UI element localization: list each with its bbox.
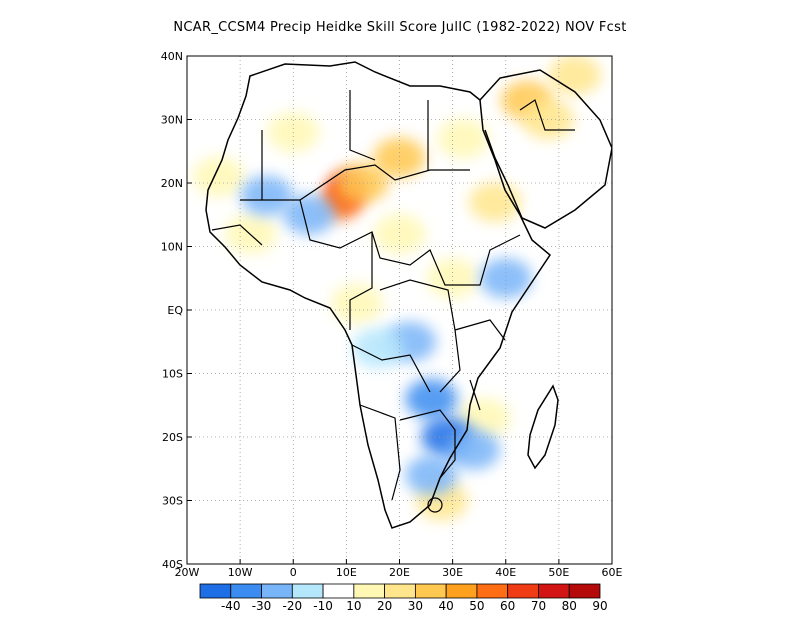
colorbar-swatch — [261, 583, 293, 599]
colorbar-label: 80 — [562, 599, 577, 613]
skill-region — [373, 213, 426, 254]
colorbar-label: -30 — [252, 599, 272, 613]
colorbar-swatch — [322, 583, 355, 599]
skill-region — [479, 258, 532, 299]
colorbar-swatch — [353, 583, 386, 599]
colorbar-swatch — [199, 583, 232, 599]
skill-region — [224, 213, 277, 254]
africa-coastline — [205, 61, 551, 529]
colorbar-swatch — [476, 583, 509, 599]
skill-region — [405, 455, 458, 496]
country-borders — [211, 90, 575, 513]
colorbar-swatch — [384, 583, 416, 599]
skill-region — [548, 56, 601, 96]
skill-region — [283, 194, 336, 235]
skill-region — [336, 163, 389, 203]
skill-region — [240, 175, 293, 216]
colorbar-label: -10 — [313, 599, 333, 613]
coastlines-and-borders — [205, 61, 612, 529]
lon-tick-label: 10W — [228, 566, 253, 579]
arabia-coastline — [479, 69, 612, 229]
colorbar-swatch — [230, 583, 262, 599]
colorbar-swatch — [568, 583, 601, 599]
colorbar-label: 30 — [408, 599, 423, 613]
colorbar: -40 -30 -20 -10 10 20 30 40 50 60 70 80 90 — [199, 583, 608, 613]
skill-region — [458, 397, 511, 438]
skill-region — [522, 99, 575, 140]
skill-region — [352, 328, 405, 369]
lon-tick-label: 0 — [290, 566, 297, 579]
lat-tick-label: 40N — [161, 50, 183, 63]
lat-tick-label: 20S — [162, 431, 183, 444]
lon-tick-label: 60E — [602, 566, 623, 579]
lat-tick-label: 20N — [161, 177, 183, 190]
lon-tick-label: 10E — [336, 566, 357, 579]
colorbar-swatch — [507, 583, 539, 599]
lon-tick-label: 40E — [495, 566, 516, 579]
colorbar-label: 40 — [439, 599, 454, 613]
skill-region — [373, 137, 426, 178]
colorbar-label: -40 — [221, 599, 241, 613]
lat-tick-label: 30N — [161, 114, 183, 127]
longitude-ticks: 20W 10W 0 10E 20E 30E 40E 50E 60E — [175, 559, 623, 579]
skill-region — [469, 182, 522, 223]
lat-tick-label: EQ — [167, 304, 183, 317]
map-title: NCAR_CCSM4 Precip Heidke Skill Score Jul… — [173, 20, 627, 35]
colorbar-label: -20 — [283, 599, 303, 613]
colorbar-label: 10 — [346, 599, 361, 613]
colorbar-label: 20 — [377, 599, 392, 613]
lat-tick-label: 10S — [162, 368, 183, 381]
skill-region — [405, 378, 458, 419]
latitude-ticks: 40N 30N 20N 10N EQ 10S 20S 30S 40S — [161, 50, 192, 571]
skill-region — [437, 118, 490, 159]
lon-tick-label: 20E — [389, 566, 410, 579]
colorbar-label: 60 — [500, 599, 515, 613]
madagascar-coastline — [527, 384, 559, 470]
skill-region — [192, 156, 245, 197]
lat-tick-label: 10N — [161, 241, 183, 254]
colorbar-swatch — [414, 583, 447, 599]
lat-lon-grid — [187, 56, 612, 564]
skill-region — [331, 283, 383, 324]
skill-shading-layer — [192, 56, 601, 521]
colorbar-swatch — [291, 583, 324, 599]
lon-tick-label: 50E — [548, 566, 569, 579]
lat-tick-label: 30S — [162, 495, 183, 508]
colorbar-label: 50 — [469, 599, 484, 613]
lon-tick-label: 20W — [175, 566, 200, 579]
colorbar-label: 90 — [592, 599, 607, 613]
colorbar-swatch — [538, 583, 570, 599]
lon-tick-label: 30E — [442, 566, 463, 579]
colorbar-swatch — [445, 583, 478, 599]
colorbar-label: 70 — [531, 599, 546, 613]
lat-tick-label: 40S — [162, 558, 183, 571]
